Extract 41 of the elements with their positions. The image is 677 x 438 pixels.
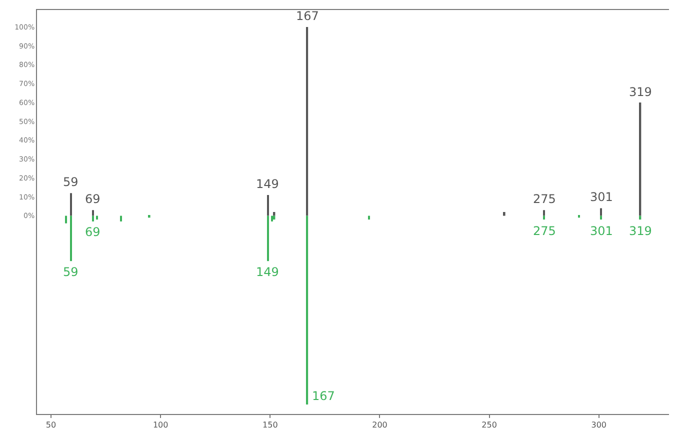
bar (148, 215, 150, 218)
x-tick-label: 250 (482, 420, 497, 430)
annotation: 59 (63, 175, 78, 189)
bar (639, 102, 642, 216)
bar (543, 216, 545, 220)
x-tick-label: 200 (372, 420, 388, 430)
annotation: 59 (63, 265, 78, 279)
bar (273, 212, 276, 216)
bar (120, 216, 122, 222)
bar (96, 216, 98, 220)
bar (503, 212, 506, 216)
bar (92, 210, 94, 216)
x-tick-label: 100 (152, 420, 168, 430)
bar (543, 210, 545, 216)
x-tick-label: 150 (262, 420, 278, 430)
bar (70, 193, 72, 216)
bar (70, 216, 72, 262)
bar (306, 216, 308, 405)
annotation: 167 (312, 389, 335, 403)
annotation: 149 (256, 177, 279, 191)
x-tick-label: 300 (591, 420, 607, 430)
bar (600, 208, 602, 216)
annotation: 319 (629, 224, 652, 238)
annotation: 69 (85, 225, 100, 239)
bar (65, 216, 68, 224)
x-tick-label: 50 (46, 420, 56, 430)
bar (267, 216, 269, 262)
annotation: 301 (590, 190, 613, 204)
annotation: 301 (590, 224, 613, 238)
bar (267, 195, 269, 216)
annotation: 149 (256, 265, 279, 279)
bar (578, 215, 580, 218)
annotation: 319 (629, 85, 652, 99)
annotation: 275 (533, 192, 556, 206)
bar (306, 26, 308, 216)
annotation: 167 (296, 9, 319, 23)
annotation: 69 (85, 192, 100, 206)
bar (600, 216, 602, 220)
annotation: 275 (533, 224, 556, 238)
bar (92, 216, 94, 222)
bar (368, 216, 370, 220)
